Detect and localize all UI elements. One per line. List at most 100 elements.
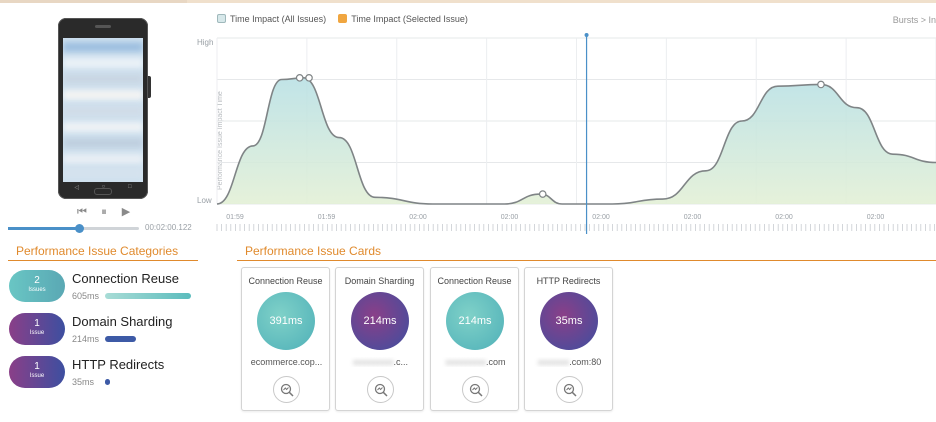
card-title: HTTP Redirects — [536, 276, 601, 286]
scrubber-handle[interactable] — [75, 224, 84, 233]
card-impact-circle: 214ms — [446, 292, 504, 350]
issue-unit: Issues — [28, 287, 46, 293]
device-screen — [63, 38, 143, 182]
device-preview: ◁ ○ □ — [58, 18, 151, 199]
phone-side-button — [148, 76, 151, 98]
home-circle-icon: ○ — [101, 184, 106, 190]
series-area-all-issues — [217, 77, 936, 204]
blurred-content — [63, 154, 143, 164]
blurred-content — [63, 90, 143, 100]
blurred-content — [63, 42, 143, 52]
issue-card-connection-reuse-2[interactable]: Connection Reuse 214ms xxxxxxxxx.com — [430, 267, 519, 411]
blurred-content — [63, 138, 143, 148]
card-title: Connection Reuse — [437, 276, 512, 286]
issue-count: 2 — [34, 275, 40, 286]
domain-text: .c... — [393, 357, 408, 367]
domain-redacted: xxxxxxxxx — [445, 357, 486, 367]
blurred-content — [63, 74, 143, 84]
magnifier-icon — [563, 383, 577, 397]
issue-unit: Issue — [29, 330, 45, 336]
card-impact-circle: 214ms — [351, 292, 409, 350]
issue-card-http-redirects[interactable]: HTTP Redirects 35ms xxxxxxx.com:80 — [524, 267, 613, 411]
category-impact-bar — [105, 379, 110, 385]
legend-label: Time Impact (Selected Issue) — [351, 14, 468, 24]
legend-item-all-issues[interactable]: Time Impact (All Issues) — [217, 14, 326, 24]
category-name: HTTP Redirects — [72, 357, 165, 372]
bursts-link[interactable]: Bursts > In — [892, 15, 936, 25]
zoom-details-button[interactable] — [462, 376, 489, 403]
zoom-details-button[interactable] — [273, 376, 300, 403]
x-tick-label: 02:00 — [684, 214, 702, 221]
category-time: 35ms — [72, 377, 95, 387]
card-title: Connection Reuse — [248, 276, 323, 286]
category-name: Domain Sharding — [72, 314, 173, 329]
card-domain: xxxxxxx.com:80 — [529, 357, 610, 367]
zoom-details-button[interactable] — [556, 376, 583, 403]
playback-scrubber[interactable] — [8, 224, 139, 233]
series-marker — [305, 74, 313, 82]
playhead-dot — [584, 33, 589, 37]
category-time: 214ms — [72, 334, 100, 344]
card-domain: xxxxxxxxx.com — [435, 357, 516, 367]
back-triangle-icon: ◁ — [74, 184, 79, 191]
category-http-redirects[interactable]: 1 Issue HTTP Redirects 35ms — [9, 356, 204, 390]
category-time: 605ms — [72, 291, 100, 301]
series-marker — [538, 190, 547, 198]
y-axis-low-label: Low — [197, 196, 212, 205]
pause-icon[interactable]: ⏸ — [101, 206, 107, 218]
issue-count-badge[interactable]: 2 Issues — [9, 270, 65, 302]
series-marker — [295, 74, 304, 82]
category-name: Connection Reuse — [72, 271, 179, 286]
blurred-content — [63, 106, 143, 116]
recents-square-icon: □ — [128, 184, 132, 190]
category-domain-sharding[interactable]: 1 Issue Domain Sharding 214ms — [9, 313, 204, 347]
card-impact-circle: 391ms — [257, 292, 315, 350]
phone-nav-bar: ◁ ○ □ — [63, 182, 143, 192]
scrubber-progress — [8, 227, 80, 230]
phone-home-button — [94, 188, 112, 195]
x-tick-label: 02:00 — [409, 214, 427, 221]
issue-card-domain-sharding[interactable]: Domain Sharding 214ms xxxxxxxxx.c... — [335, 267, 424, 411]
legend-label: Time Impact (All Issues) — [230, 14, 327, 24]
issue-count-badge[interactable]: 1 Issue — [9, 313, 65, 345]
domain-text: .com — [485, 357, 506, 367]
legend-item-selected-issue[interactable]: Time Impact (Selected Issue) — [338, 14, 468, 24]
zoom-details-button[interactable] — [367, 376, 394, 403]
legend-swatch — [217, 14, 226, 23]
category-connection-reuse[interactable]: 2 Issues Connection Reuse 605ms — [9, 270, 204, 304]
x-tick-label: 02:00 — [867, 214, 885, 221]
cards-heading: Performance Issue Cards — [245, 244, 382, 258]
x-tick-label: 02:00 — [501, 214, 519, 221]
x-tick-label: 02:00 — [775, 214, 793, 221]
issue-card-connection-reuse[interactable]: Connection Reuse 391ms ecommerce.cop... — [241, 267, 330, 411]
domain-redacted: xxxxxxxxx — [352, 357, 394, 367]
chart-series — [216, 33, 936, 234]
series-marker — [817, 80, 825, 89]
x-tick-label: 01:59 — [318, 214, 336, 221]
top-accent-line — [0, 0, 936, 3]
skip-back-icon[interactable]: ⏮ — [77, 206, 87, 218]
x-tick-label: 01:59 — [226, 214, 244, 221]
issue-count-badge[interactable]: 1 Issue — [9, 356, 65, 388]
blurred-content — [63, 122, 143, 132]
magnifier-icon — [469, 383, 483, 397]
issue-count: 1 — [34, 361, 40, 372]
legend-swatch — [338, 14, 348, 23]
category-impact-bar — [105, 293, 191, 299]
play-icon[interactable]: ▶ — [121, 206, 131, 218]
domain-redacted: xxxxxxx — [537, 357, 570, 367]
playback-controls: ⏮ ⏸ ▶ — [76, 206, 132, 218]
categories-heading: Performance Issue Categories — [16, 244, 179, 258]
y-axis-title: Performance Issue Impact Time — [217, 91, 224, 190]
y-axis-high-label: High — [197, 38, 213, 47]
card-impact-circle: 35ms — [540, 292, 598, 350]
issue-count: 1 — [34, 318, 40, 329]
magnifier-icon — [280, 383, 294, 397]
impact-chart[interactable]: High Low Performance Issue Impact Time 0… — [195, 30, 936, 234]
categories-divider — [8, 260, 198, 261]
card-domain: ecommerce.cop... — [246, 357, 327, 367]
chart-legend: Time Impact (All Issues) Time Impact (Se… — [217, 14, 468, 24]
blurred-content — [63, 168, 143, 178]
phone-speaker — [95, 25, 111, 28]
x-tick-label: 02:00 — [592, 214, 610, 221]
